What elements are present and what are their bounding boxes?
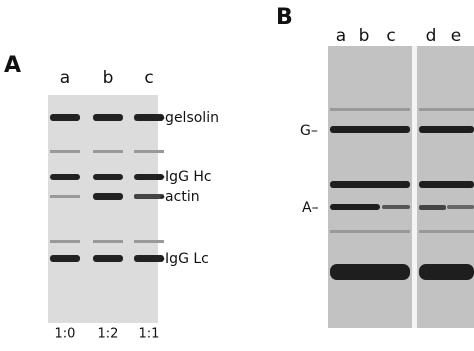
ratio-label: 1:0 [55, 327, 76, 342]
lane-label: a [336, 26, 346, 46]
band-label: -gelsolin [160, 110, 219, 126]
lane-label: a [60, 68, 70, 88]
lane-label: b [103, 68, 114, 88]
panel-label: B [276, 5, 293, 30]
band-label: -actin [160, 189, 200, 205]
ratio-label: 1:2 [98, 327, 119, 342]
band-label: -IgG Hc [160, 169, 212, 185]
marker-label: A– [302, 200, 319, 216]
ratio-label: 1:1 [139, 327, 160, 342]
lane-label: b [359, 26, 370, 46]
lane-label: e [451, 26, 461, 46]
marker-label: G– [300, 123, 318, 139]
gel-a [48, 95, 164, 323]
lane-label: c [144, 68, 153, 88]
band-label: -IgG Lc [160, 251, 209, 267]
lane-label: d [426, 26, 437, 46]
gel-b [328, 46, 474, 328]
lane-label: c [386, 26, 395, 46]
panel-label: A [4, 53, 21, 78]
